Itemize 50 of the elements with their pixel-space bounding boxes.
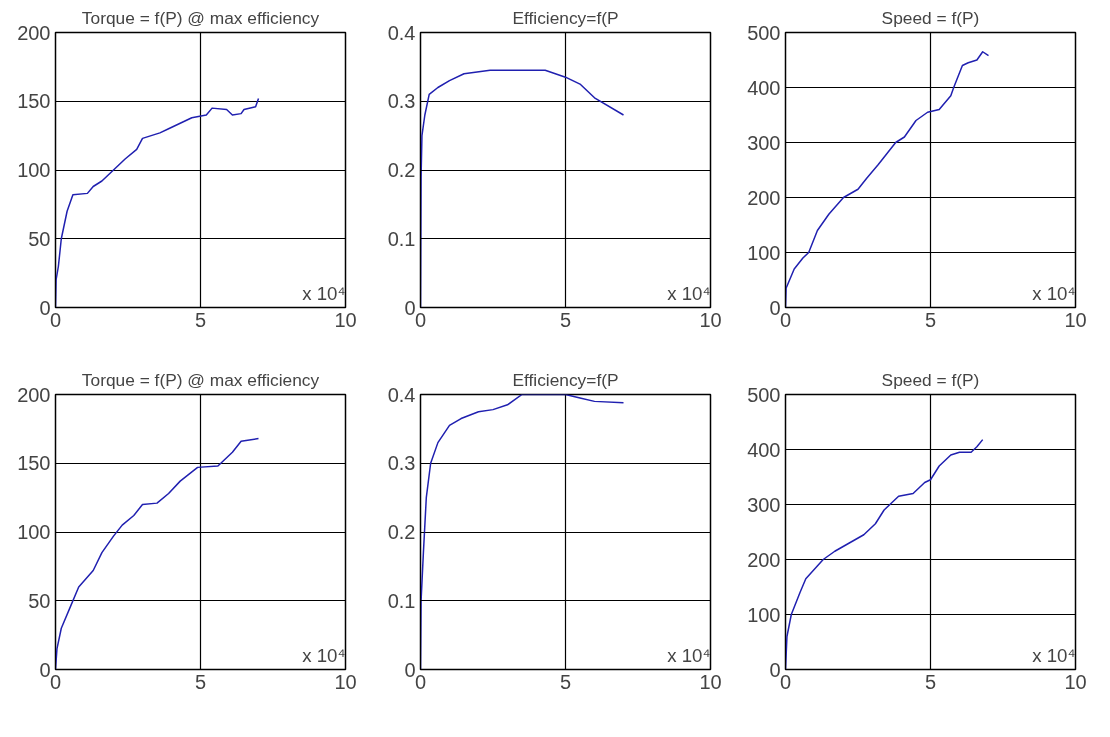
x-tick-label: 10 <box>699 670 722 693</box>
x-tick-label: 10 <box>334 308 357 331</box>
y-tick-label: 50 <box>28 227 51 250</box>
y-tick-label: 0.3 <box>387 452 416 475</box>
y-tick-label: 50 <box>28 589 51 612</box>
chart-title: Efficiency=f(P <box>512 7 619 28</box>
annotation: x 10⁴ <box>1032 282 1076 304</box>
x-tick-label: 10 <box>1064 308 1087 331</box>
y-tick-label: 150 <box>17 90 51 113</box>
y-tick-label: 200 <box>747 548 781 571</box>
x-tick-label: 5 <box>194 308 207 331</box>
chart-title: Speed = f(P) <box>881 7 980 28</box>
chart-title: Torque = f(P) @ max efficiency <box>81 7 320 28</box>
y-tick-label: 0.1 <box>387 589 416 612</box>
y-tick-label: 0.2 <box>387 521 416 543</box>
annotation: x 10⁴ <box>667 644 711 666</box>
y-tick-label: 0.3 <box>387 90 416 113</box>
chart-title: Torque = f(P) @ max efficiency <box>81 369 320 390</box>
x-tick-label: 10 <box>334 670 357 693</box>
y-tick-label: 300 <box>747 131 781 154</box>
annotation: x 10⁴ <box>1032 644 1076 666</box>
x-tick-label: 5 <box>559 308 572 331</box>
y-tick-label: 0.4 <box>387 21 416 44</box>
annotation: x 10⁴ <box>302 282 346 304</box>
y-tick-label: 200 <box>747 186 781 209</box>
y-tick-label: 200 <box>17 383 51 406</box>
x-tick-label: 5 <box>924 670 937 693</box>
x-tick-label: 5 <box>924 308 937 331</box>
y-tick-label: 150 <box>17 452 51 475</box>
annotation: x 10⁴ <box>667 282 711 304</box>
y-tick-label: 100 <box>17 521 51 543</box>
y-tick-label: 0.2 <box>387 159 416 181</box>
y-tick-label: 100 <box>747 603 781 626</box>
y-tick-label: 500 <box>747 383 781 406</box>
x-tick-label: 5 <box>194 670 207 693</box>
y-tick-label: 0.1 <box>387 227 416 250</box>
x-tick-label: 10 <box>699 308 722 331</box>
y-tick-label: 0.4 <box>387 383 416 406</box>
x-tick-label: 10 <box>1064 670 1087 693</box>
annotation: x 10⁴ <box>302 644 346 666</box>
y-tick-label: 100 <box>747 241 781 264</box>
chart-title: Efficiency=f(P <box>512 369 619 390</box>
chart-title: Speed = f(P) <box>881 369 980 390</box>
y-tick-label: 500 <box>747 21 781 44</box>
y-tick-label: 400 <box>747 76 781 99</box>
y-tick-label: 100 <box>17 159 51 181</box>
y-tick-label: 300 <box>747 493 781 516</box>
x-tick-label: 5 <box>559 670 572 693</box>
y-tick-label: 400 <box>747 438 781 461</box>
y-tick-label: 200 <box>17 21 51 44</box>
